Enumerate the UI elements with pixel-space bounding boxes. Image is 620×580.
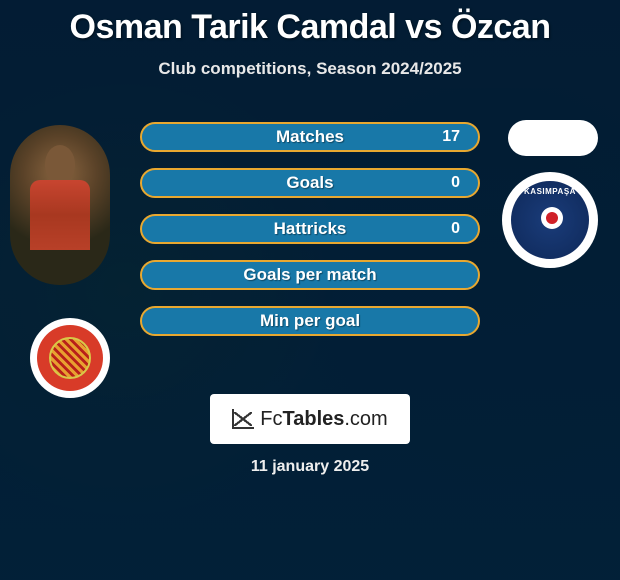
stat-value-right: 0 bbox=[451, 174, 460, 192]
page-subtitle: Club competitions, Season 2024/2025 bbox=[0, 59, 620, 79]
player-1-container bbox=[10, 125, 110, 285]
stat-row-min-per-goal: Min per goal bbox=[140, 306, 480, 336]
page-title: Osman Tarik Camdal vs Özcan bbox=[0, 0, 620, 47]
brand-prefix: Fc bbox=[260, 408, 282, 430]
kasimpasa-badge-icon: KASIMPAŞA bbox=[509, 179, 591, 261]
footer-date: 11 january 2025 bbox=[0, 458, 620, 476]
stat-row-matches: Matches 17 bbox=[140, 122, 480, 152]
stat-label: Matches bbox=[276, 127, 344, 147]
kasimpasa-badge-text: KASIMPAŞA bbox=[511, 187, 589, 196]
stat-row-goals-per-match: Goals per match bbox=[140, 260, 480, 290]
player-2-club-badge: KASIMPAŞA bbox=[502, 172, 598, 268]
stat-row-hattricks: Hattricks 0 bbox=[140, 214, 480, 244]
stat-label: Hattricks bbox=[274, 219, 347, 239]
brand-text: FcTables.com bbox=[260, 408, 387, 431]
stats-container: Matches 17 Goals 0 Hattricks 0 Goals per… bbox=[140, 122, 480, 352]
stat-value-right: 0 bbox=[451, 220, 460, 238]
goztepe-badge-icon bbox=[37, 325, 103, 391]
stat-label: Goals bbox=[286, 173, 333, 193]
player-1-club-badge bbox=[30, 318, 110, 398]
stat-label: Goals per match bbox=[243, 265, 376, 285]
player-2-photo-placeholder bbox=[508, 120, 598, 156]
player-1-photo bbox=[10, 125, 110, 285]
stat-value-right: 17 bbox=[442, 128, 460, 146]
brand-logo[interactable]: FcTables.com bbox=[210, 394, 410, 444]
brand-main: Tables bbox=[283, 408, 345, 430]
stat-label: Min per goal bbox=[260, 311, 360, 331]
brand-suffix: .com bbox=[344, 408, 387, 430]
chart-icon bbox=[232, 409, 254, 429]
stat-row-goals: Goals 0 bbox=[140, 168, 480, 198]
